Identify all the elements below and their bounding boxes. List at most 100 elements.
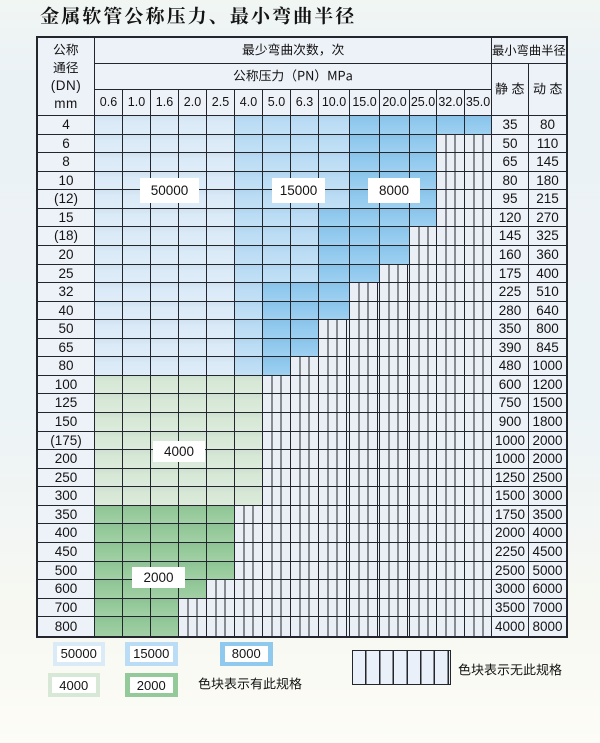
header-pressure-25.0: 25.0 (410, 90, 437, 116)
cell-dn80-pn20.0 (380, 357, 410, 376)
row-dynamic: 800 (529, 320, 566, 339)
cell-dn150-pn10.0 (319, 413, 350, 432)
cell-dn500-pn20.0 (380, 561, 410, 581)
cell-dn200-pn0.6 (95, 450, 123, 469)
cell-dn20-pn2.0 (179, 245, 207, 265)
cell-dn100-pn10.0 (319, 375, 350, 395)
cell-dn15-pn2.5 (207, 208, 235, 228)
cell-dn65-pn20.0 (380, 338, 410, 358)
cell-dn50-pn25.0 (410, 320, 437, 339)
cell-dn150-pn1.6 (151, 413, 179, 432)
header-dynamic (529, 64, 566, 116)
cell-dn175-pn4.0 (235, 431, 263, 451)
cell-dn25-pn10.0 (319, 264, 350, 284)
cell-dn400-pn15.0 (350, 524, 380, 543)
row-dynamic: 1800 (529, 413, 566, 432)
header-dynamic-label (533, 82, 563, 96)
cell-dn500-pn6.3 (291, 561, 319, 581)
row-static: 2000 (492, 524, 529, 543)
cell-dn350-pn10.0 (319, 505, 350, 525)
cell-dn20-pn20.0 (380, 245, 410, 265)
cell-dn700-pn20.0 (380, 598, 410, 618)
legend-swatch-value: 4000 (52, 677, 96, 693)
cell-dn150-pn15.0 (350, 413, 380, 432)
cell-dn6-pn5.0 (263, 134, 291, 154)
cell-dn700-pn5.0 (263, 598, 291, 618)
cell-dn700-pn35.0 (465, 598, 492, 618)
cell-dn15-pn1.0 (123, 208, 151, 228)
header-radius (492, 38, 566, 64)
row-static: 2500 (492, 561, 529, 581)
row-dn: 450 (38, 542, 95, 562)
cell-dn450-pn2.0 (179, 542, 207, 562)
cell-dn15-pn0.6 (95, 208, 123, 228)
cell-dn150-pn4.0 (235, 413, 263, 432)
row-static: 750 (492, 394, 529, 413)
cell-dn18-pn2.5 (207, 227, 235, 246)
cell-dn50-pn1.6 (151, 320, 179, 339)
cell-dn32-pn6.3 (291, 283, 319, 302)
cell-dn300-pn2.0 (179, 487, 207, 506)
cell-dn20-pn32.0 (437, 245, 465, 265)
legend-no-spec-label (458, 663, 562, 677)
row-dn: 800 (38, 617, 95, 636)
row-dynamic: 3000 (529, 487, 566, 506)
row-dn: 6 (38, 134, 95, 154)
cell-dn4-pn2.0 (179, 116, 207, 135)
row-static: 1000 (492, 450, 529, 469)
cell-dn400-pn2.5 (207, 524, 235, 543)
cell-dn600-pn15.0 (350, 580, 380, 599)
spec-table: (DN) mm 0.6 1.0 1.6 2.0 2.5 4.0 5.0 6.3 10.0 15.0 20… (36, 36, 568, 638)
cell-dn18-pn6.3 (291, 227, 319, 246)
cell-dn350-pn6.3 (291, 505, 319, 525)
cell-dn80-pn15.0 (350, 357, 380, 376)
cell-dn125-pn35.0 (465, 394, 492, 413)
cell-dn600-pn20.0 (380, 580, 410, 599)
row-dn: 500 (38, 561, 95, 581)
cell-dn18-pn4.0 (235, 227, 263, 246)
cell-dn125-pn1.0 (123, 394, 151, 413)
cell-dn450-pn1.6 (151, 542, 179, 562)
cell-dn500-pn0.6 (95, 561, 123, 581)
row-static: 225 (492, 283, 529, 302)
cell-dn40-pn6.3 (291, 301, 319, 321)
row-static: 95 (492, 190, 529, 209)
cell-dn25-pn6.3 (291, 264, 319, 284)
cell-dn40-pn15.0 (350, 301, 380, 321)
cell-dn200-pn32.0 (437, 450, 465, 469)
cell-dn400-pn6.3 (291, 524, 319, 543)
cell-dn50-pn6.3 (291, 320, 319, 339)
legend-swatch-value: 2000 (129, 677, 173, 693)
cell-dn125-pn4.0 (235, 394, 263, 413)
cell-dn65-pn32.0 (437, 338, 465, 358)
row-dn: 10 (38, 171, 95, 191)
cell-dn250-pn32.0 (437, 468, 465, 488)
cell-dn700-pn2.0 (179, 598, 207, 618)
cell-dn15-pn6.3 (291, 208, 319, 228)
cell-dn18-pn2.0 (179, 227, 207, 246)
row-dn: 100 (38, 375, 95, 395)
cell-dn300-pn25.0 (410, 487, 437, 506)
cell-dn18-pn25.0 (410, 227, 437, 246)
cell-dn4-pn0.6 (95, 116, 123, 135)
cell-dn80-pn2.0 (179, 357, 207, 376)
cell-dn20-pn0.6 (95, 245, 123, 265)
cell-dn12-pn4.0 (235, 190, 263, 209)
cell-dn175-pn6.3 (291, 431, 319, 451)
row-dn: (12) (38, 190, 95, 209)
cell-dn300-pn1.0 (123, 487, 151, 506)
row-dn: 200 (38, 450, 95, 469)
cell-dn20-pn5.0 (263, 245, 291, 265)
cell-dn50-pn2.0 (179, 320, 207, 339)
row-dynamic: 360 (529, 245, 566, 265)
cell-dn20-pn1.0 (123, 245, 151, 265)
cell-dn6-pn35.0 (465, 134, 492, 154)
cell-dn10-pn32.0 (437, 171, 465, 191)
header-cycles (95, 38, 492, 64)
cell-dn200-pn6.3 (291, 450, 319, 469)
row-static: 2250 (492, 542, 529, 562)
cell-dn32-pn2.5 (207, 283, 235, 302)
row-dn: 300 (38, 487, 95, 506)
header-cycles-label (242, 43, 344, 57)
